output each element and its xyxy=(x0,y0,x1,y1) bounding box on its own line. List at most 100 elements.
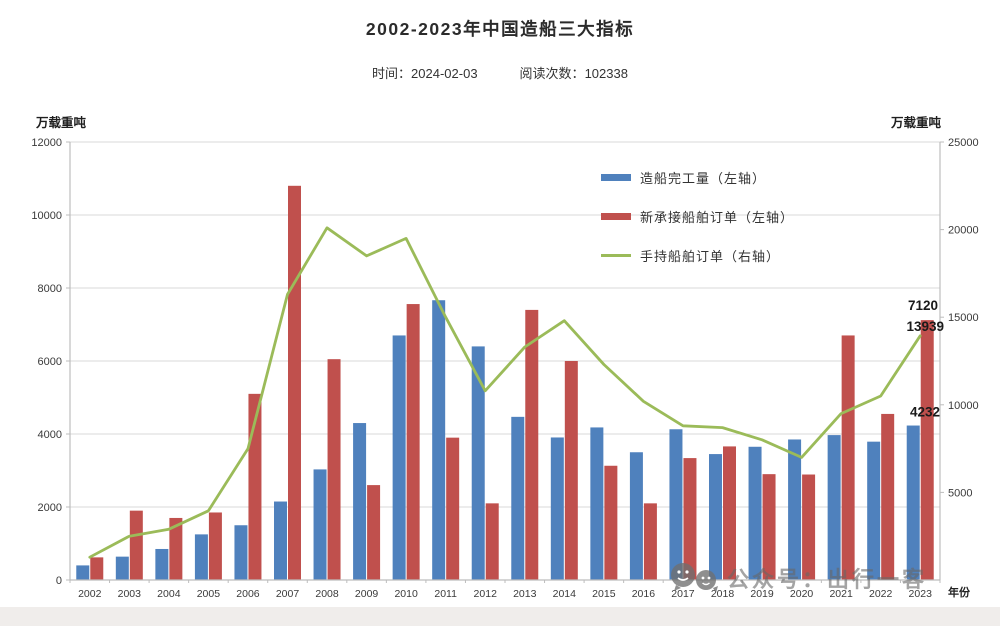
data-label-13939: 13939 xyxy=(906,319,944,334)
left-tick-label: 10000 xyxy=(31,210,62,222)
bar-2017 xyxy=(669,429,683,580)
bar-2019 xyxy=(748,446,762,580)
bar-2015 xyxy=(604,465,618,580)
bar-2014 xyxy=(564,361,578,580)
x-tick-label: 2019 xyxy=(750,588,774,600)
meta-time-value: 2024-02-03 xyxy=(411,66,478,81)
bar-2021 xyxy=(841,335,855,580)
x-tick-label: 2013 xyxy=(513,588,537,600)
x-tick-label: 2009 xyxy=(355,588,379,600)
bar-2004 xyxy=(155,548,169,580)
right-tick-label: 15000 xyxy=(948,312,979,324)
x-tick-label: 2020 xyxy=(790,588,814,600)
x-axis-title: 年份 xyxy=(948,587,970,599)
bar-2012 xyxy=(485,503,499,580)
bar-2007 xyxy=(288,185,301,581)
bar-2020 xyxy=(788,439,802,580)
x-tick-label: 2012 xyxy=(474,588,498,600)
meta-reads-value: 102338 xyxy=(584,66,628,81)
x-tick-label: 2011 xyxy=(434,588,457,600)
right-tick-label: 5000 xyxy=(948,487,972,499)
x-tick-label: 2003 xyxy=(118,588,142,600)
left-tick-label: 4000 xyxy=(38,429,62,441)
bar-2016 xyxy=(629,452,643,580)
watermark-text: 公众号：出行一客 xyxy=(727,567,928,592)
bar-2008 xyxy=(313,469,327,580)
bar-2023 xyxy=(906,425,920,580)
bar-2003 xyxy=(115,556,129,580)
x-tick-label: 2023 xyxy=(909,588,933,600)
left-tick-label: 8000 xyxy=(38,283,62,295)
bar-2007 xyxy=(274,501,287,580)
bar-2004 xyxy=(169,517,183,580)
bar-2015 xyxy=(590,427,604,580)
x-tick-label: 2008 xyxy=(315,588,339,600)
left-tick-label: 6000 xyxy=(38,356,62,368)
bar-2011 xyxy=(446,437,460,580)
article-meta: 时间：2024-02-03 阅读次数：102338 xyxy=(0,63,1000,82)
bar-2011 xyxy=(432,300,446,580)
right-axis-unit-label: 万载重吨 xyxy=(891,116,942,130)
bar-2006 xyxy=(234,525,248,580)
data-label-4232: 4232 xyxy=(910,405,940,420)
bar-2016 xyxy=(643,503,657,580)
meta-time-label: 时间： xyxy=(372,66,412,81)
bar-2010 xyxy=(392,335,406,580)
bar-2019 xyxy=(762,474,776,580)
bar-2005 xyxy=(208,512,222,580)
bar-2022 xyxy=(881,413,895,580)
left-tick-label: 12000 xyxy=(31,137,62,149)
bar-2010 xyxy=(406,304,420,580)
left-tick-label: 0 xyxy=(56,575,62,587)
bar-2013 xyxy=(525,309,539,580)
x-tick-label: 2018 xyxy=(711,588,735,600)
right-tick-label: 20000 xyxy=(948,225,979,237)
green-line-swatch-icon xyxy=(601,254,631,257)
legend-item-backlog: 手持船舶订单（右轴） xyxy=(601,236,794,275)
bar-2002 xyxy=(90,557,104,580)
x-tick-label: 2015 xyxy=(592,588,616,600)
left-tick-label: 2000 xyxy=(38,502,62,514)
x-tick-label: 2004 xyxy=(157,588,181,600)
bar-2017 xyxy=(683,458,697,580)
bar-2020 xyxy=(802,474,816,580)
legend-label: 造船完工量（左轴） xyxy=(640,171,767,186)
bar-2003 xyxy=(129,510,143,580)
wechat-chat-bubbles-icon xyxy=(671,563,718,593)
x-tick-label: 2017 xyxy=(671,588,695,600)
x-tick-label: 2022 xyxy=(869,588,893,600)
legend-item-completions: 造船完工量（左轴） xyxy=(601,158,794,197)
bar-2006 xyxy=(248,393,262,580)
bar-2002 xyxy=(76,565,90,580)
chart-legend: 造船完工量（左轴） 新承接船舶订单（左轴） 手持船舶订单（右轴） xyxy=(601,158,794,275)
red-bar-swatch-icon xyxy=(601,213,631,220)
bar-2009 xyxy=(367,485,381,580)
meta-reads-label: 阅读次数： xyxy=(519,66,585,81)
page-title: 2002-2023年中国造船三大指标 xyxy=(365,19,635,39)
legend-label: 新承接船舶订单（左轴） xyxy=(640,210,795,225)
x-tick-label: 2007 xyxy=(276,588,300,600)
right-tick-label: 10000 xyxy=(948,400,979,412)
legend-item-new-orders: 新承接船舶订单（左轴） xyxy=(601,197,794,236)
bar-2018 xyxy=(709,454,722,580)
bar-2012 xyxy=(471,346,485,580)
bar-2013 xyxy=(511,416,525,580)
x-tick-label: 2010 xyxy=(394,588,418,600)
watermark: 公众号：出行一客 xyxy=(668,562,927,594)
right-tick-label: 25000 xyxy=(948,137,979,149)
bar-2023 xyxy=(920,320,934,580)
x-tick-label: 2021 xyxy=(829,588,853,600)
bar-2022 xyxy=(867,441,881,580)
bar-2018 xyxy=(723,446,736,580)
bar-2005 xyxy=(194,534,208,580)
x-tick-label: 2016 xyxy=(632,588,656,600)
data-label-7120: 7120 xyxy=(908,298,938,313)
x-tick-label: 2002 xyxy=(78,588,102,600)
x-tick-label: 2014 xyxy=(553,588,577,600)
left-axis-unit-label: 万载重吨 xyxy=(36,116,87,130)
x-tick-label: 2005 xyxy=(197,588,221,600)
bar-2008 xyxy=(327,359,341,580)
bar-2014 xyxy=(550,437,564,580)
